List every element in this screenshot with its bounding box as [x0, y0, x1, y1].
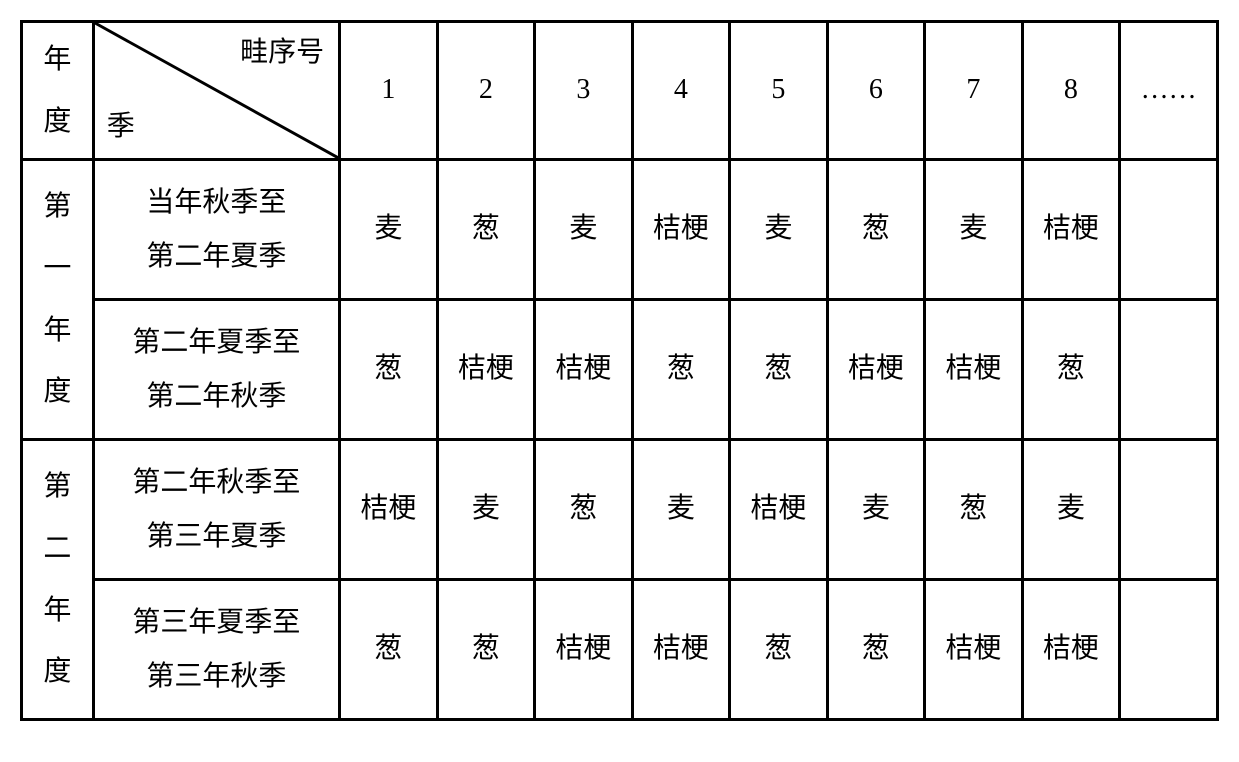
crop-cell: 麦 — [535, 160, 633, 300]
crop-cell: 麦 — [632, 440, 730, 580]
year-header-char2: 度 — [43, 106, 71, 137]
crop-cell: 麦 — [925, 160, 1023, 300]
crop-cell: 葱 — [340, 580, 438, 720]
crop-rotation-table: 年 度 畦序号 季 1 2 3 4 5 6 7 8 …… 第 一 年 度 当年秋… — [20, 20, 1219, 721]
plot-number-header: 3 — [535, 22, 633, 160]
crop-cell — [1120, 440, 1218, 580]
season-cell: 第三年夏季至 第三年秋季 — [93, 580, 339, 720]
plot-number-header: 4 — [632, 22, 730, 160]
season-cell: 当年秋季至 第二年夏季 — [93, 160, 339, 300]
season-line2: 第二年夏季 — [146, 241, 286, 272]
year-column-header: 年 度 — [22, 22, 94, 160]
crop-cell: 桔梗 — [730, 440, 828, 580]
year-label-cell: 第 二 年 度 — [22, 440, 94, 720]
crop-cell — [1120, 580, 1218, 720]
crop-cell: 桔梗 — [827, 300, 925, 440]
season-line1: 第三年夏季至 — [132, 607, 300, 638]
crop-cell: 麦 — [730, 160, 828, 300]
diagonal-bottom-label: 季 — [107, 105, 135, 150]
crop-cell: 葱 — [535, 440, 633, 580]
plot-number-header: 5 — [730, 22, 828, 160]
year1-c4: 度 — [43, 376, 71, 407]
season-line2: 第三年秋季 — [146, 661, 286, 692]
crop-cell: 桔梗 — [925, 300, 1023, 440]
plot-number-header: 2 — [437, 22, 535, 160]
crop-cell — [1120, 160, 1218, 300]
plot-number-header: …… — [1120, 22, 1218, 160]
crop-cell: 桔梗 — [1022, 160, 1120, 300]
crop-cell: 葱 — [827, 580, 925, 720]
crop-cell — [1120, 300, 1218, 440]
table-row: 第 二 年 度 第二年秋季至 第三年夏季 桔梗 麦 葱 麦 桔梗 麦 葱 麦 — [22, 440, 1218, 580]
plot-number-header: 1 — [340, 22, 438, 160]
diagonal-header-cell: 畦序号 季 — [93, 22, 339, 160]
table-row: 第三年夏季至 第三年秋季 葱 葱 桔梗 桔梗 葱 葱 桔梗 桔梗 — [22, 580, 1218, 720]
diagonal-top-label: 畦序号 — [240, 31, 324, 76]
crop-cell: 葱 — [730, 580, 828, 720]
season-line2: 第三年夏季 — [146, 521, 286, 552]
crop-cell: 桔梗 — [632, 580, 730, 720]
crop-cell: 葱 — [437, 580, 535, 720]
crop-cell: 葱 — [1022, 300, 1120, 440]
year2-c3: 年 — [43, 595, 71, 626]
header-row: 年 度 畦序号 季 1 2 3 4 5 6 7 8 …… — [22, 22, 1218, 160]
year2-c4: 度 — [43, 656, 71, 687]
crop-cell: 葱 — [827, 160, 925, 300]
crop-cell: 麦 — [340, 160, 438, 300]
season-cell: 第二年夏季至 第二年秋季 — [93, 300, 339, 440]
crop-cell: 麦 — [827, 440, 925, 580]
season-line2: 第二年秋季 — [146, 381, 286, 412]
crop-cell: 葱 — [925, 440, 1023, 580]
crop-cell: 葱 — [632, 300, 730, 440]
crop-cell: 葱 — [437, 160, 535, 300]
season-line1: 第二年夏季至 — [132, 327, 300, 358]
crop-cell: 葱 — [730, 300, 828, 440]
season-line1: 第二年秋季至 — [132, 467, 300, 498]
year2-c1: 第 — [43, 471, 71, 502]
crop-cell: 桔梗 — [1022, 580, 1120, 720]
plot-number-header: 8 — [1022, 22, 1120, 160]
crop-cell: 桔梗 — [437, 300, 535, 440]
crop-cell: 桔梗 — [535, 580, 633, 720]
table-row: 第 一 年 度 当年秋季至 第二年夏季 麦 葱 麦 桔梗 麦 葱 麦 桔梗 — [22, 160, 1218, 300]
year2-c2: 二 — [43, 533, 71, 564]
crop-cell: 麦 — [1022, 440, 1120, 580]
crop-cell: 麦 — [437, 440, 535, 580]
table-row: 第二年夏季至 第二年秋季 葱 桔梗 桔梗 葱 葱 桔梗 桔梗 葱 — [22, 300, 1218, 440]
year1-c3: 年 — [43, 315, 71, 346]
crop-cell: 桔梗 — [340, 440, 438, 580]
crop-cell: 桔梗 — [535, 300, 633, 440]
crop-cell: 桔梗 — [632, 160, 730, 300]
year-label-cell: 第 一 年 度 — [22, 160, 94, 440]
plot-number-header: 6 — [827, 22, 925, 160]
year-header-char1: 年 — [43, 44, 71, 75]
season-line1: 当年秋季至 — [146, 187, 286, 218]
season-cell: 第二年秋季至 第三年夏季 — [93, 440, 339, 580]
year1-c1: 第 — [43, 191, 71, 222]
crop-cell: 桔梗 — [925, 580, 1023, 720]
plot-number-header: 7 — [925, 22, 1023, 160]
year1-c2: 一 — [43, 253, 71, 284]
crop-cell: 葱 — [340, 300, 438, 440]
